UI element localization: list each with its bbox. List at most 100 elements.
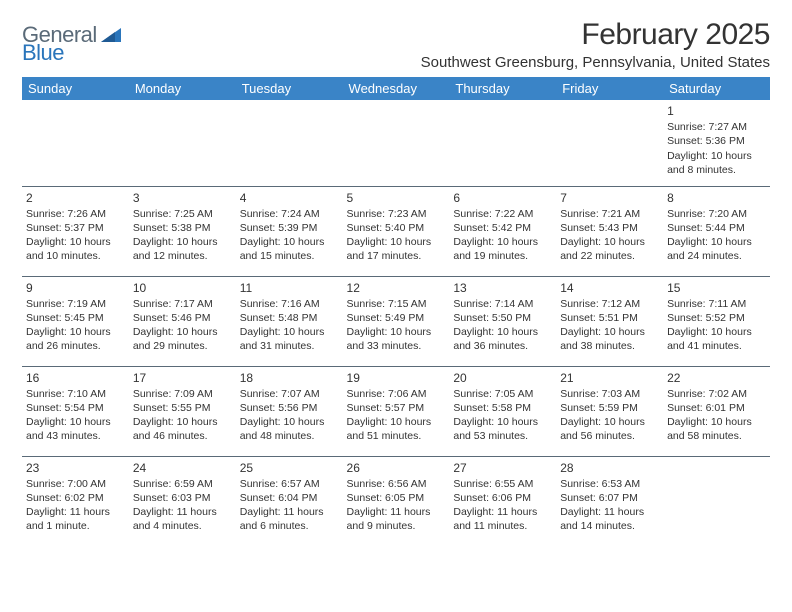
- sunrise-text: Sunrise: 7:22 AM: [453, 207, 552, 221]
- calendar-cell: [663, 456, 770, 546]
- sunset-text: Sunset: 6:02 PM: [26, 491, 125, 505]
- col-saturday: Saturday: [663, 77, 770, 100]
- calendar-cell: 12Sunrise: 7:15 AMSunset: 5:49 PMDayligh…: [343, 276, 450, 366]
- calendar-cell: [449, 100, 556, 186]
- title-block: February 2025 Southwest Greensburg, Penn…: [421, 18, 770, 71]
- daylight-text: Daylight: 11 hours and 6 minutes.: [240, 505, 339, 533]
- sunset-text: Sunset: 5:50 PM: [453, 311, 552, 325]
- day-number: 19: [347, 370, 446, 386]
- sunset-text: Sunset: 6:04 PM: [240, 491, 339, 505]
- sunset-text: Sunset: 5:57 PM: [347, 401, 446, 415]
- day-number: 7: [560, 190, 659, 206]
- sunset-text: Sunset: 5:56 PM: [240, 401, 339, 415]
- calendar-cell: 15Sunrise: 7:11 AMSunset: 5:52 PMDayligh…: [663, 276, 770, 366]
- sunset-text: Sunset: 5:42 PM: [453, 221, 552, 235]
- sunset-text: Sunset: 5:59 PM: [560, 401, 659, 415]
- day-number: 23: [26, 460, 125, 476]
- calendar-cell: [129, 100, 236, 186]
- calendar-cell: 24Sunrise: 6:59 AMSunset: 6:03 PMDayligh…: [129, 456, 236, 546]
- sunrise-text: Sunrise: 7:27 AM: [667, 120, 766, 134]
- calendar-cell: 6Sunrise: 7:22 AMSunset: 5:42 PMDaylight…: [449, 186, 556, 276]
- day-number: 13: [453, 280, 552, 296]
- daylight-text: Daylight: 10 hours and 46 minutes.: [133, 415, 232, 443]
- calendar-cell: 18Sunrise: 7:07 AMSunset: 5:56 PMDayligh…: [236, 366, 343, 456]
- calendar-cell: 2Sunrise: 7:26 AMSunset: 5:37 PMDaylight…: [22, 186, 129, 276]
- sunrise-text: Sunrise: 7:09 AM: [133, 387, 232, 401]
- day-number: 1: [667, 103, 766, 119]
- sunrise-text: Sunrise: 7:05 AM: [453, 387, 552, 401]
- sunset-text: Sunset: 5:40 PM: [347, 221, 446, 235]
- calendar-cell: 5Sunrise: 7:23 AMSunset: 5:40 PMDaylight…: [343, 186, 450, 276]
- daylight-text: Daylight: 10 hours and 36 minutes.: [453, 325, 552, 353]
- daylight-text: Daylight: 10 hours and 31 minutes.: [240, 325, 339, 353]
- day-number: 8: [667, 190, 766, 206]
- calendar-row: 16Sunrise: 7:10 AMSunset: 5:54 PMDayligh…: [22, 366, 770, 456]
- sunset-text: Sunset: 5:49 PM: [347, 311, 446, 325]
- calendar-cell: 26Sunrise: 6:56 AMSunset: 6:05 PMDayligh…: [343, 456, 450, 546]
- calendar-cell: [22, 100, 129, 186]
- calendar-cell: 19Sunrise: 7:06 AMSunset: 5:57 PMDayligh…: [343, 366, 450, 456]
- sunrise-text: Sunrise: 6:56 AM: [347, 477, 446, 491]
- day-number: 10: [133, 280, 232, 296]
- sunrise-text: Sunrise: 7:06 AM: [347, 387, 446, 401]
- daylight-text: Daylight: 10 hours and 51 minutes.: [347, 415, 446, 443]
- daylight-text: Daylight: 10 hours and 8 minutes.: [667, 149, 766, 177]
- calendar-cell: 9Sunrise: 7:19 AMSunset: 5:45 PMDaylight…: [22, 276, 129, 366]
- calendar-body: 1Sunrise: 7:27 AMSunset: 5:36 PMDaylight…: [22, 100, 770, 546]
- day-number: 20: [453, 370, 552, 386]
- sunrise-text: Sunrise: 7:25 AM: [133, 207, 232, 221]
- day-number: 14: [560, 280, 659, 296]
- calendar-cell: 7Sunrise: 7:21 AMSunset: 5:43 PMDaylight…: [556, 186, 663, 276]
- calendar-table: Sunday Monday Tuesday Wednesday Thursday…: [22, 77, 770, 546]
- col-tuesday: Tuesday: [236, 77, 343, 100]
- daylight-text: Daylight: 10 hours and 15 minutes.: [240, 235, 339, 263]
- calendar-cell: [236, 100, 343, 186]
- daylight-text: Daylight: 10 hours and 33 minutes.: [347, 325, 446, 353]
- sunrise-text: Sunrise: 7:12 AM: [560, 297, 659, 311]
- daylight-text: Daylight: 11 hours and 11 minutes.: [453, 505, 552, 533]
- calendar-cell: 20Sunrise: 7:05 AMSunset: 5:58 PMDayligh…: [449, 366, 556, 456]
- sunrise-text: Sunrise: 7:11 AM: [667, 297, 766, 311]
- calendar-cell: 4Sunrise: 7:24 AMSunset: 5:39 PMDaylight…: [236, 186, 343, 276]
- calendar-cell: 21Sunrise: 7:03 AMSunset: 5:59 PMDayligh…: [556, 366, 663, 456]
- sunset-text: Sunset: 6:07 PM: [560, 491, 659, 505]
- sunrise-text: Sunrise: 6:53 AM: [560, 477, 659, 491]
- calendar-cell: 10Sunrise: 7:17 AMSunset: 5:46 PMDayligh…: [129, 276, 236, 366]
- day-number: 3: [133, 190, 232, 206]
- sunset-text: Sunset: 5:39 PM: [240, 221, 339, 235]
- location: Southwest Greensburg, Pennsylvania, Unit…: [421, 54, 770, 71]
- daylight-text: Daylight: 10 hours and 10 minutes.: [26, 235, 125, 263]
- sunrise-text: Sunrise: 6:59 AM: [133, 477, 232, 491]
- sunset-text: Sunset: 6:03 PM: [133, 491, 232, 505]
- sunrise-text: Sunrise: 7:00 AM: [26, 477, 125, 491]
- sunrise-text: Sunrise: 7:17 AM: [133, 297, 232, 311]
- sunrise-text: Sunrise: 7:16 AM: [240, 297, 339, 311]
- day-number: 12: [347, 280, 446, 296]
- day-number: 17: [133, 370, 232, 386]
- daylight-text: Daylight: 10 hours and 56 minutes.: [560, 415, 659, 443]
- day-number: 5: [347, 190, 446, 206]
- day-number: 27: [453, 460, 552, 476]
- sunrise-text: Sunrise: 7:03 AM: [560, 387, 659, 401]
- day-number: 18: [240, 370, 339, 386]
- calendar-cell: 28Sunrise: 6:53 AMSunset: 6:07 PMDayligh…: [556, 456, 663, 546]
- daylight-text: Daylight: 10 hours and 48 minutes.: [240, 415, 339, 443]
- sunset-text: Sunset: 5:55 PM: [133, 401, 232, 415]
- sunset-text: Sunset: 5:46 PM: [133, 311, 232, 325]
- calendar-cell: 8Sunrise: 7:20 AMSunset: 5:44 PMDaylight…: [663, 186, 770, 276]
- sunset-text: Sunset: 5:58 PM: [453, 401, 552, 415]
- day-number: 28: [560, 460, 659, 476]
- calendar-cell: 13Sunrise: 7:14 AMSunset: 5:50 PMDayligh…: [449, 276, 556, 366]
- sunrise-text: Sunrise: 7:26 AM: [26, 207, 125, 221]
- daylight-text: Daylight: 10 hours and 43 minutes.: [26, 415, 125, 443]
- sunrise-text: Sunrise: 7:07 AM: [240, 387, 339, 401]
- sunrise-text: Sunrise: 7:15 AM: [347, 297, 446, 311]
- day-number: 6: [453, 190, 552, 206]
- sunset-text: Sunset: 5:48 PM: [240, 311, 339, 325]
- day-number: 26: [347, 460, 446, 476]
- calendar-cell: 3Sunrise: 7:25 AMSunset: 5:38 PMDaylight…: [129, 186, 236, 276]
- sunrise-text: Sunrise: 6:55 AM: [453, 477, 552, 491]
- sunrise-text: Sunrise: 7:19 AM: [26, 297, 125, 311]
- sunset-text: Sunset: 5:36 PM: [667, 134, 766, 148]
- daylight-text: Daylight: 10 hours and 29 minutes.: [133, 325, 232, 353]
